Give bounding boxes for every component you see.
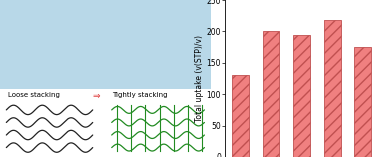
FancyBboxPatch shape: [0, 0, 211, 89]
Bar: [324, 20, 341, 157]
Y-axis label: Total uptake (v(STP)/v): Total uptake (v(STP)/v): [195, 35, 204, 122]
Text: Tightly stacking: Tightly stacking: [112, 92, 167, 98]
Bar: [354, 47, 371, 157]
Text: ⇒: ⇒: [93, 92, 100, 101]
Text: Loose stacking: Loose stacking: [8, 92, 60, 98]
Bar: [293, 35, 310, 157]
FancyBboxPatch shape: [0, 89, 211, 157]
Bar: [232, 75, 249, 157]
Bar: [263, 31, 279, 157]
